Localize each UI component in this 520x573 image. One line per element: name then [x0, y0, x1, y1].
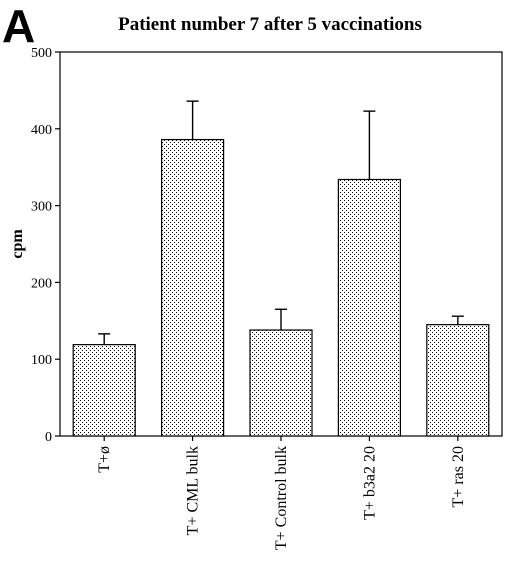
bar [249, 329, 313, 437]
y-tick-label: 100 [31, 353, 52, 368]
x-tick-label: T+ ras 20 [450, 446, 467, 507]
x-axis-tick-labels: T+ø T+ CML bulk T+ Control bulk T+ b3a2 20 T… [96, 436, 467, 550]
y-tick-label: 500 [31, 46, 52, 61]
y-axis-ticks: 0 100 200 300 400 500 [31, 46, 60, 445]
bar [72, 344, 136, 437]
bar [161, 138, 225, 437]
bar [337, 178, 401, 437]
y-tick-label: 300 [31, 200, 52, 215]
chart-title: Patient number 7 after 5 vaccinations [118, 14, 422, 35]
y-tick-label: 0 [45, 430, 52, 445]
x-tick-label: T+ Control bulk [273, 446, 290, 550]
bars [72, 100, 490, 437]
y-tick-label: 200 [31, 276, 52, 291]
plot-area: 0 100 200 300 400 500 T+ø T+ CML bulk T+ Contro… [31, 46, 503, 550]
bar [426, 324, 490, 437]
x-tick-label: T+ b3a2 20 [361, 446, 378, 520]
panel-label: A [2, 0, 35, 52]
y-tick-label: 400 [31, 123, 52, 138]
x-tick-label: T+ CML bulk [185, 446, 202, 535]
y-axis-label: cpm [9, 229, 26, 259]
x-tick-label: T+ø [96, 446, 113, 473]
